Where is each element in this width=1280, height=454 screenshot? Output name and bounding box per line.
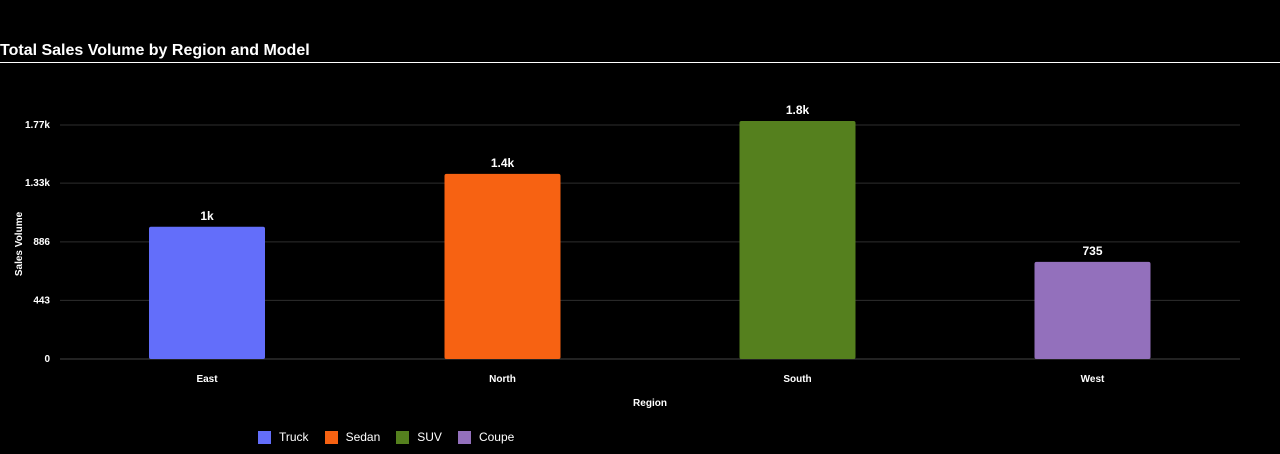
legend-item-coupe[interactable]: Coupe <box>457 430 515 444</box>
bar-truck[interactable] <box>149 226 265 359</box>
x-axis-title: Region <box>633 398 667 409</box>
bar-value-label: 1.8k <box>786 103 810 117</box>
bar-suv[interactable] <box>739 121 856 359</box>
bar-coupe[interactable] <box>1034 261 1151 359</box>
title-divider <box>0 62 1280 63</box>
legend-swatch <box>258 430 271 444</box>
bar-value-label: 735 <box>1082 244 1102 258</box>
bar-labels: 1k 1.4k 1.8k 735 <box>200 103 1103 258</box>
x-tick-label: South <box>783 374 811 385</box>
legend-swatch <box>396 430 410 444</box>
y-tick-label: 1.77k <box>25 120 50 131</box>
bars <box>149 121 1151 359</box>
legend: Truck Sedan SUV Coupe <box>258 430 514 444</box>
legend-label: Sedan <box>345 430 381 444</box>
x-tick-label: East <box>196 374 218 385</box>
chart-title: Total Sales Volume by Region and Model <box>0 42 310 59</box>
bar-chart: 0 443 886 1.33k 1.77k 1k 1.4k 1.8k 735 East Nort… <box>14 103 1240 409</box>
x-axis-ticks: East North South West <box>196 374 1105 385</box>
y-tick-label: 1.33k <box>25 178 50 189</box>
legend-item-sedan[interactable]: Sedan <box>324 430 381 444</box>
y-tick-label: 886 <box>33 237 50 248</box>
y-axis-ticks: 0 443 886 1.33k 1.77k <box>25 120 50 365</box>
y-axis-title: Sales Volume <box>14 211 25 276</box>
x-tick-label: West <box>1081 374 1105 385</box>
bar-sedan[interactable] <box>444 173 561 359</box>
legend-item-truck[interactable]: Truck <box>258 430 309 444</box>
legend-swatch <box>324 430 338 444</box>
legend-item-suv[interactable]: SUV <box>396 430 442 444</box>
bar-value-label: 1.4k <box>491 156 515 170</box>
legend-label: Truck <box>279 430 309 444</box>
legend-label: Coupe <box>478 430 515 444</box>
x-tick-label: North <box>489 374 516 385</box>
bar-value-label: 1k <box>200 209 214 223</box>
y-tick-label: 0 <box>44 354 50 365</box>
y-tick-label: 443 <box>33 295 50 306</box>
legend-swatch <box>457 430 471 444</box>
legend-label: SUV <box>417 430 442 444</box>
